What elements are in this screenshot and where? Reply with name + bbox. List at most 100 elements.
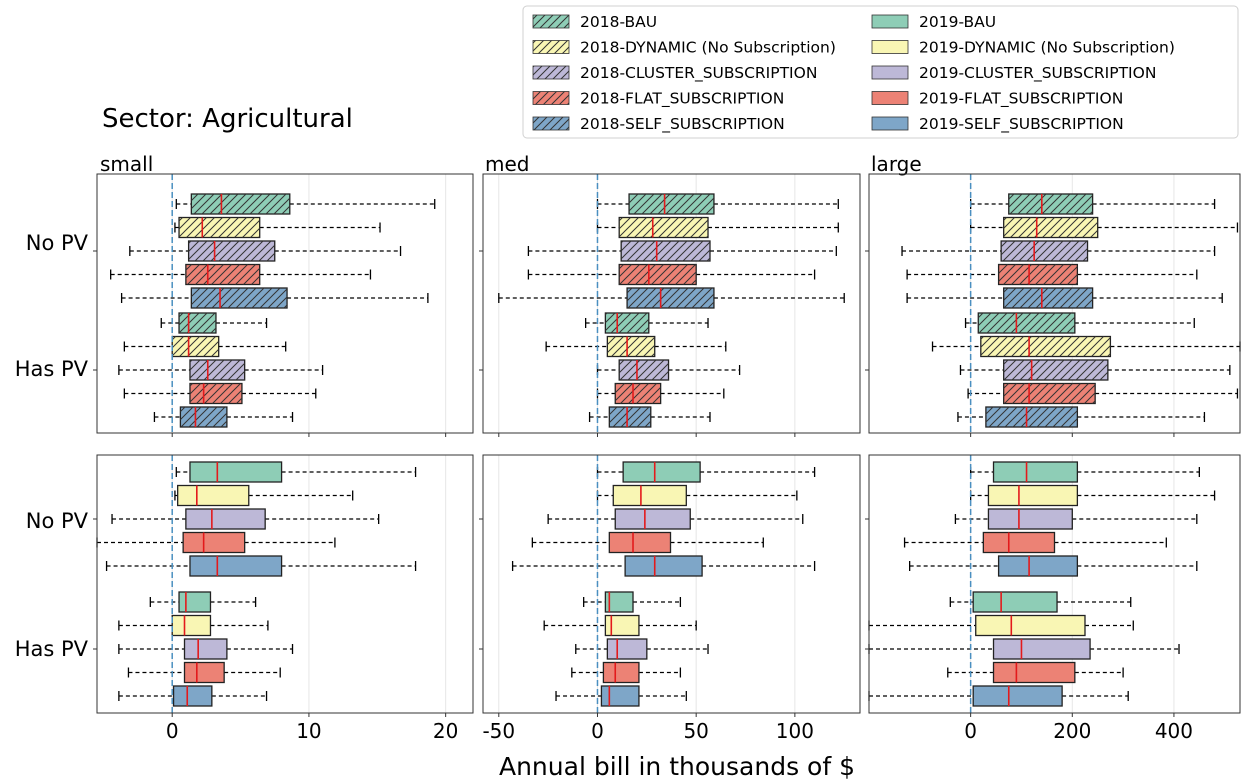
x-tick-label: 50 <box>683 719 708 743</box>
box-hatch <box>188 241 275 261</box>
box-2019-2 <box>183 638 228 660</box>
legend-swatch-hatch <box>533 66 569 79</box>
box-2019-3 <box>182 531 246 554</box>
box-2019-4 <box>624 555 703 577</box>
legend-swatch-hatch <box>533 91 569 105</box>
legend: 2018-BAU 2018-DYNAMIC (No Subscription) 20… <box>522 5 1239 139</box>
x-tick-label: 20 <box>433 719 458 743</box>
box-hatch <box>619 264 697 285</box>
x-tick-label: 400 <box>1155 719 1193 743</box>
box-hatch <box>1003 288 1093 308</box>
box-2019-2 <box>606 638 648 660</box>
row-label-no-pv: No PV <box>26 509 89 533</box>
x-tick-label: 200 <box>1053 719 1091 743</box>
box-2019-2 <box>185 508 266 530</box>
x-tick-label: 0 <box>964 719 977 743</box>
box-hatch <box>627 288 714 308</box>
row-label-has-pv: Has PV <box>15 357 89 381</box>
panel-frame <box>868 454 1241 714</box>
legend-swatch-hatch <box>533 40 569 54</box>
panel-med-2018 <box>479 173 861 437</box>
box-hatch <box>621 241 710 261</box>
row-label-has-pv: Has PV <box>15 637 89 661</box>
panel-title-large: large <box>871 152 922 176</box>
panel-frame <box>96 454 474 714</box>
panel-large-2019: 0 200 400 <box>865 454 1241 743</box>
row-label-no-pv: No PV <box>26 231 89 255</box>
box-2019-1 <box>987 484 1079 507</box>
box-2019-1 <box>612 484 687 507</box>
box-2019-4 <box>600 685 640 707</box>
panel-large-2018 <box>865 173 1241 437</box>
legend-swatch-hatch <box>533 117 569 130</box>
box-2019-4 <box>997 555 1079 577</box>
panel-frame <box>868 173 1241 434</box>
box-hatch <box>172 336 219 357</box>
legend-swatch <box>871 116 909 131</box>
box-hatch <box>1001 241 1088 261</box>
legend-label: 2018-CLUSTER_SUBSCRIPTION <box>580 64 817 83</box>
box-2019-0 <box>972 591 1058 613</box>
box-hatch <box>609 407 651 427</box>
box-2019-0 <box>178 591 212 613</box>
panel-title-small: small <box>100 152 153 176</box>
box-2019-3 <box>992 661 1076 684</box>
box-2019-3 <box>982 531 1056 554</box>
legend-label: 2019-CLUSTER_SUBSCRIPTION <box>919 64 1156 83</box>
box-hatch <box>978 313 1075 333</box>
x-axis-label: Annual bill in thousands of $ <box>499 752 855 781</box>
legend-label: 2018-DYNAMIC (No Subscription) <box>580 39 836 57</box>
box-hatch <box>1008 194 1093 214</box>
box-hatch <box>619 217 709 238</box>
panel-title-med: med <box>485 152 529 176</box>
panel-small-2019: 0 10 20 <box>93 454 474 743</box>
box-2019-3 <box>602 661 640 684</box>
legend-label: 2018-BAU <box>580 13 657 31</box>
legend-label: 2019-DYNAMIC (No Subscription) <box>919 39 1175 57</box>
box-hatch <box>607 336 655 357</box>
box-2019-2 <box>992 638 1091 660</box>
box-hatch <box>629 194 714 214</box>
panel-frame <box>96 173 474 434</box>
box-hatch <box>985 407 1078 427</box>
box-2019-3 <box>183 661 225 684</box>
box-hatch <box>179 217 260 238</box>
box-hatch <box>189 360 245 380</box>
box-2019-4 <box>972 685 1063 707</box>
box-hatch <box>1003 360 1108 380</box>
x-tick-label: 0 <box>591 719 604 743</box>
panel-small-2018 <box>93 173 474 437</box>
box-2019-4 <box>172 685 213 707</box>
legend-label: 2019-FLAT_SUBSCRIPTION <box>919 90 1123 109</box>
legend-label: 2019-BAU <box>919 13 996 31</box>
x-tick-label: -50 <box>482 719 515 743</box>
box-hatch <box>189 383 242 404</box>
box-2019-1 <box>177 484 250 507</box>
x-tick-label: 0 <box>166 719 179 743</box>
panels: 0 10 20 -50 0 50 100 0 200 400 <box>93 173 1241 743</box>
x-tick-label: 10 <box>296 719 321 743</box>
box-hatch <box>605 313 649 333</box>
legend-swatch <box>871 91 909 105</box>
box-2019-1 <box>171 614 212 637</box>
box-hatch <box>1003 383 1096 404</box>
box-2019-1 <box>604 614 640 637</box>
x-tick-label: 100 <box>776 719 814 743</box>
legend-swatch <box>871 40 909 54</box>
box-hatch <box>615 383 661 404</box>
legend-label: 2019-SELF_SUBSCRIPTION <box>919 115 1124 134</box>
box-hatch <box>1003 217 1098 238</box>
box-hatch <box>180 407 227 427</box>
box-hatch <box>191 194 290 214</box>
box-hatch <box>998 264 1078 285</box>
box-hatch <box>619 360 669 380</box>
legend-label: 2018-FLAT_SUBSCRIPTION <box>580 90 784 109</box>
box-2019-0 <box>189 461 283 483</box>
box-2019-2 <box>614 508 691 530</box>
box-2019-0 <box>622 461 701 483</box>
box-hatch <box>185 264 260 285</box>
legend-swatch <box>871 65 909 80</box>
box-2019-2 <box>987 508 1073 530</box>
legend-label: 2018-SELF_SUBSCRIPTION <box>580 115 785 134</box>
